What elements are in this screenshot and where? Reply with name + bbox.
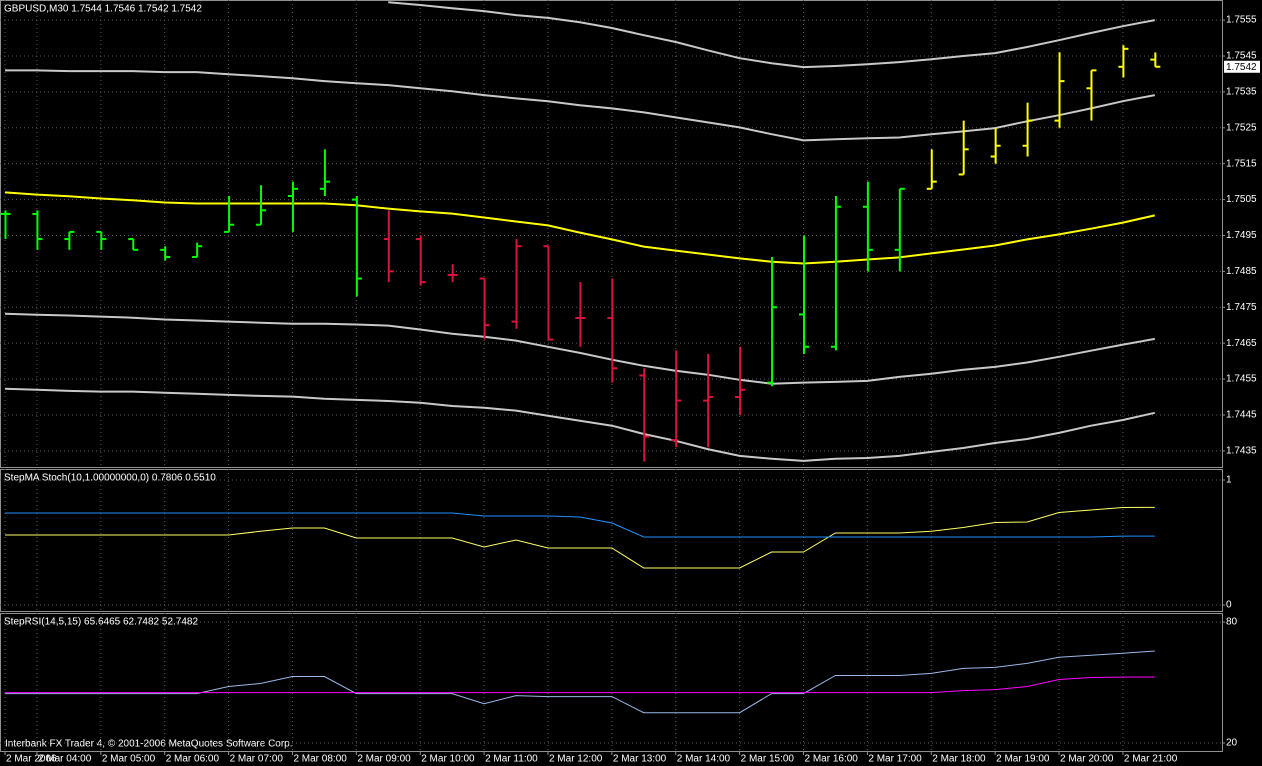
copyright: Interbank FX Trader 4, © 2001-2006 MetaQ… — [5, 739, 293, 750]
x-tick-label: 2 Mar 14:00 — [677, 754, 731, 765]
panel-title: StepRSI(14,5,15) 65.6465 62.7482 52.7482 — [4, 617, 198, 628]
x-tick-label: 2 Mar 05:00 — [102, 754, 156, 765]
x-tick-label: 2 Mar 20:00 — [1060, 754, 1114, 765]
y-tick-label: 1.7485 — [1226, 266, 1257, 277]
y-tick-label: 1.7495 — [1226, 230, 1257, 241]
x-tick-label: 2 Mar 15:00 — [741, 754, 795, 765]
x-tick-label: 2 Mar 08:00 — [293, 754, 347, 765]
x-tick-label: 2 Mar 16:00 — [805, 754, 859, 765]
x-tick-label: 2 Mar 11:00 — [485, 754, 538, 765]
y-tick-label: 1.7545 — [1226, 51, 1257, 62]
x-tick-label: 2 Mar 2006 — [6, 754, 57, 765]
x-tick-label: 2 Mar 10:00 — [421, 754, 475, 765]
x-tick-label: 2 Mar 19:00 — [996, 754, 1050, 765]
y-tick-label: 1.7445 — [1226, 410, 1257, 421]
current-price-box — [1224, 60, 1260, 73]
y-tick-label: 80 — [1226, 617, 1238, 628]
x-tick-label: 2 Mar 07:00 — [230, 754, 284, 765]
x-tick-label: 2 Mar 04:00 — [38, 754, 92, 765]
y-tick-label: 1.7455 — [1226, 374, 1257, 385]
panel-plot — [0, 613, 1222, 751]
y-tick-label: 1.7555 — [1226, 15, 1257, 26]
indicator-line — [5, 650, 1155, 714]
panel-title: GBPUSD,M30 1.7544 1.7546 1.7542 1.7542 — [4, 4, 202, 15]
indicator-line — [5, 676, 1155, 694]
y-tick-label: 1.7535 — [1226, 87, 1257, 98]
y-tick-label: 1.7465 — [1226, 338, 1257, 349]
y-tick-label: 20 — [1226, 738, 1238, 749]
x-tick-label: 2 Mar 21:00 — [1124, 754, 1178, 765]
indicator-line — [388, 1, 1155, 69]
x-tick-label: 2 Mar 12:00 — [549, 754, 603, 765]
y-tick-label: 1.7475 — [1226, 302, 1257, 313]
y-tick-label: 1.7525 — [1226, 122, 1257, 133]
y-tick-label: 0 — [1226, 600, 1232, 611]
x-tick-label: 2 Mar 18:00 — [932, 754, 986, 765]
y-tick-label: 1.7505 — [1226, 194, 1257, 205]
y-tick-label: 1 — [1226, 475, 1232, 486]
indicator-line — [4, 191, 1156, 265]
x-tick-label: 2 Mar 06:00 — [166, 754, 220, 765]
x-tick-label: 2 Mar 13:00 — [613, 754, 667, 765]
y-tick-label: 1.7515 — [1226, 158, 1257, 169]
current-price-label: 1.7542 — [1226, 62, 1257, 73]
indicator-line — [4, 387, 1156, 462]
indicator-line — [5, 506, 1155, 569]
indicator-line — [4, 312, 1155, 385]
x-tick-label: 2 Mar 17:00 — [868, 754, 922, 765]
panel-plot — [0, 0, 1222, 467]
indicator-line — [5, 512, 1155, 538]
x-tick-label: 2 Mar 09:00 — [357, 754, 411, 765]
panel-plot — [0, 469, 1222, 611]
panel-title: StepMA Stoch(10,1.00000000,0) 0.7806 0.5… — [4, 473, 216, 484]
y-tick-label: 1.7435 — [1226, 445, 1257, 456]
